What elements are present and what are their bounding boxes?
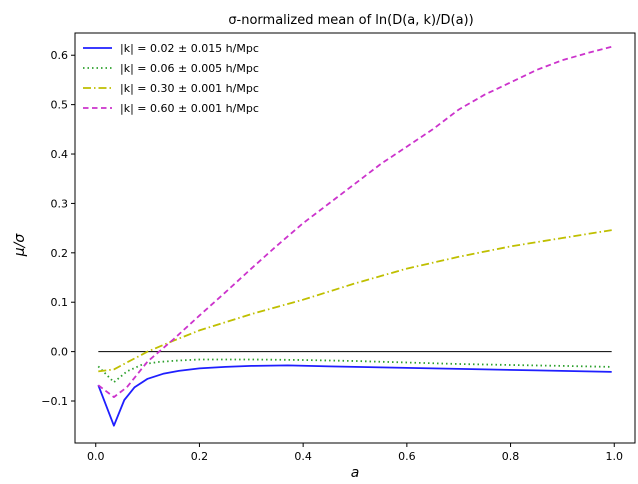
x-tick-label: 0.2 xyxy=(191,450,209,463)
y-tick-label: 0.4 xyxy=(51,148,69,161)
x-tick-label: 0.8 xyxy=(502,450,520,463)
y-axis-label: μ/σ xyxy=(12,233,28,258)
series-line-1 xyxy=(97,364,612,427)
x-tick-label: 1.0 xyxy=(606,450,624,463)
x-tick-label: 0.0 xyxy=(87,450,105,463)
legend: |k| = 0.02 ± 0.015 h/Mpc |k| = 0.06 ± 0.0… xyxy=(83,42,259,115)
series-line-3 xyxy=(98,229,612,373)
y-tick-label: 0.6 xyxy=(51,49,69,62)
plot-area: 0.0 0.2 0.4 0.6 0.8 1.0 −0.1 0.0 0.1 0.2 0.3 0.4 0.5… xyxy=(41,45,624,463)
plot-frame xyxy=(74,32,636,444)
chart-title: σ-normalized mean of ln(D(a, k)/D(a)) xyxy=(228,13,473,28)
legend-label-3: |k| = 0.30 ± 0.001 h/Mpc xyxy=(120,82,259,95)
legend-label-2: |k| = 0.06 ± 0.005 h/Mpc xyxy=(120,62,259,75)
series-line-4 xyxy=(97,45,612,399)
y-tick-label: 0.5 xyxy=(51,99,69,112)
y-tick-label: 0.0 xyxy=(51,346,69,359)
legend-label-4: |k| = 0.60 ± 0.001 h/Mpc xyxy=(120,102,259,115)
legend-label-1: |k| = 0.02 ± 0.015 h/Mpc xyxy=(120,42,259,55)
y-tick-label: −0.1 xyxy=(41,395,68,408)
x-tick-label: 0.4 xyxy=(294,450,312,463)
y-tick-label: 0.2 xyxy=(51,247,69,260)
y-tick-label: 0.1 xyxy=(51,296,69,309)
x-axis-label: a xyxy=(351,465,360,481)
x-tick-label: 0.6 xyxy=(398,450,416,463)
y-tick-label: 0.3 xyxy=(51,197,69,210)
